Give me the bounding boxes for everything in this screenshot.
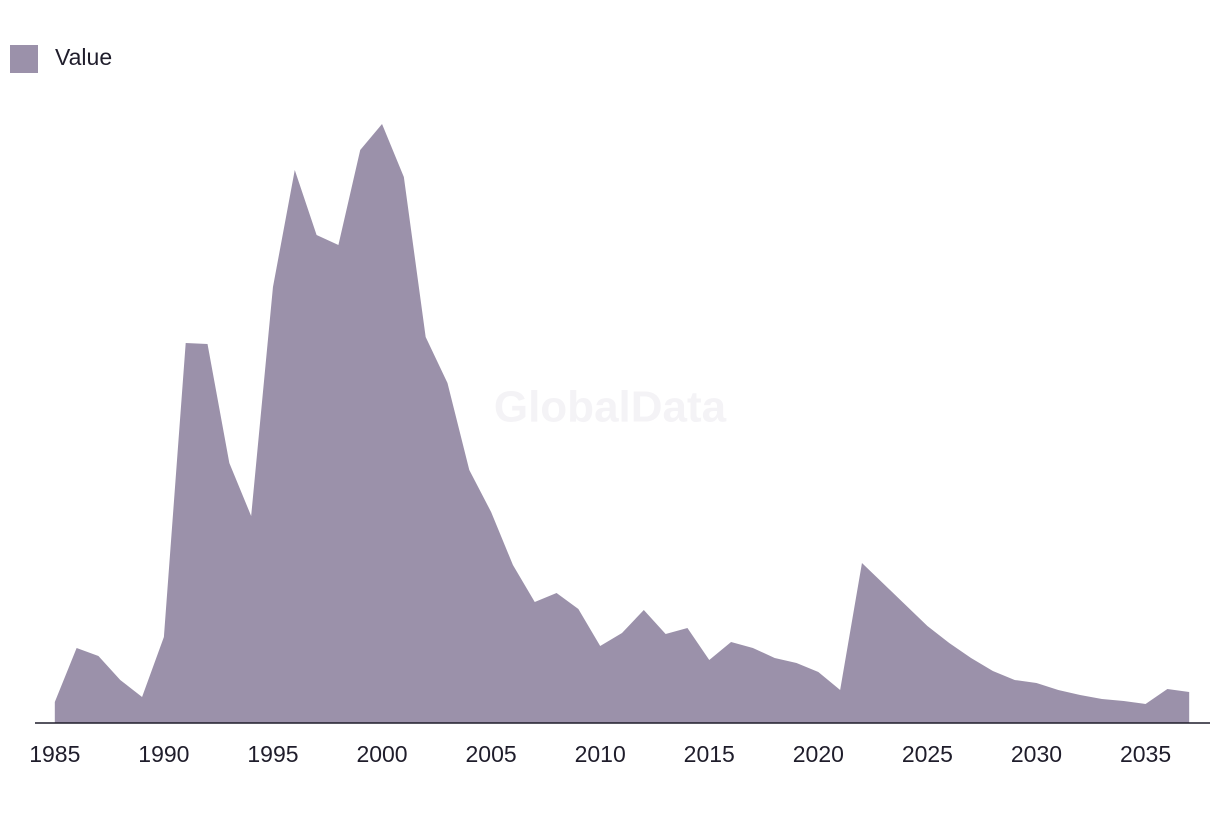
x-tick-label: 1985 — [29, 741, 80, 767]
x-tick-label: 2010 — [575, 741, 626, 767]
x-tick-label: 1995 — [247, 741, 298, 767]
watermark: GlobalData — [494, 383, 727, 432]
x-tick-label: 2025 — [902, 741, 953, 767]
x-tick-label: 2035 — [1120, 741, 1171, 767]
x-tick-label: 2030 — [1011, 741, 1062, 767]
x-tick-label: 2005 — [466, 741, 517, 767]
x-tick-label: 2015 — [684, 741, 735, 767]
x-tick-label: 2020 — [793, 741, 844, 767]
area — [54, 124, 1190, 723]
x-tick-label: 2000 — [356, 741, 407, 767]
legend-label: Value — [55, 44, 112, 70]
legend-swatch — [10, 45, 38, 73]
x-tick-label: 1990 — [138, 741, 189, 767]
